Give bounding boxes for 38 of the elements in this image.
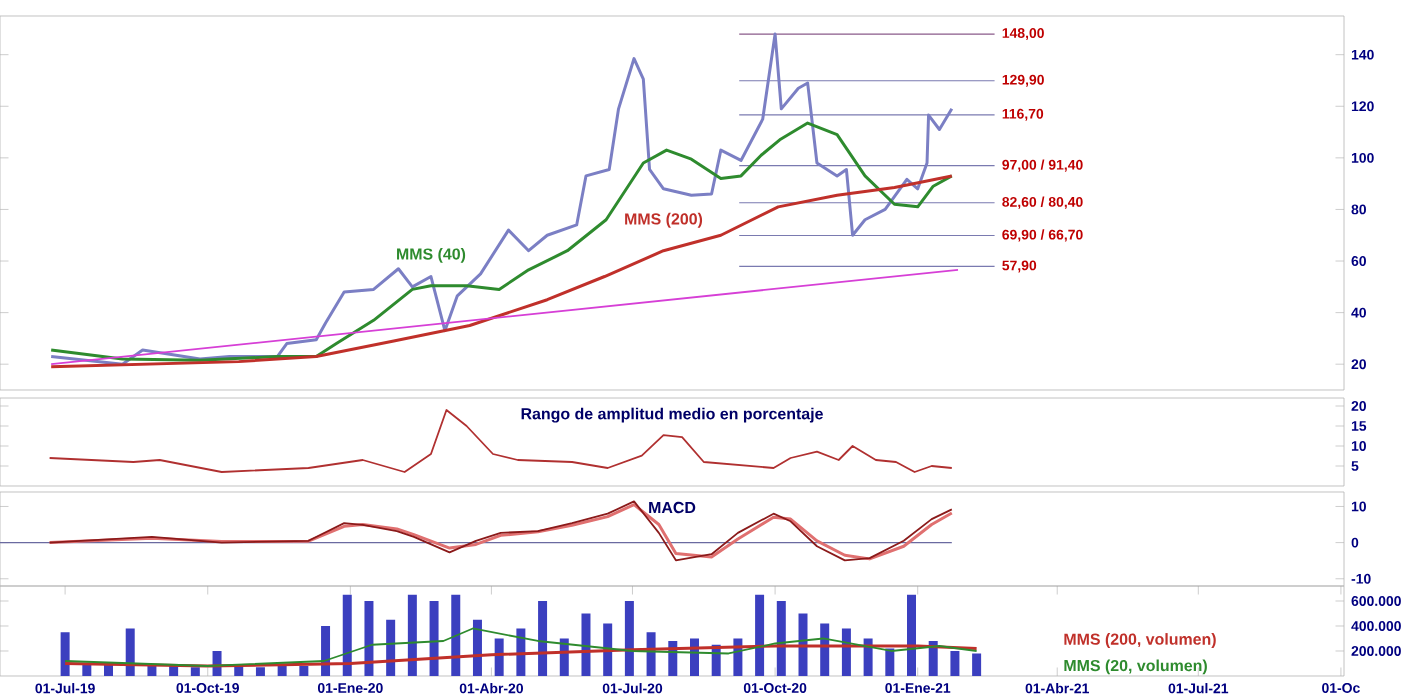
bar <box>429 601 439 676</box>
line-series <box>49 32 954 366</box>
bar <box>798 613 808 676</box>
bar <box>624 601 634 676</box>
bar <box>820 623 830 676</box>
bar <box>972 653 982 676</box>
bar <box>364 601 374 676</box>
bar <box>603 623 613 676</box>
bar <box>885 648 895 676</box>
bar <box>646 632 656 676</box>
bar <box>538 601 548 676</box>
bar <box>386 619 396 676</box>
bar <box>494 638 504 676</box>
bar <box>755 594 765 676</box>
bar <box>255 667 265 676</box>
bar <box>863 638 873 676</box>
bar <box>472 619 482 676</box>
bar <box>928 640 938 676</box>
bar <box>147 665 157 676</box>
line-series <box>64 627 978 667</box>
bar <box>451 594 461 676</box>
bar <box>234 665 244 676</box>
bar <box>516 628 526 676</box>
bar <box>299 665 309 676</box>
bar <box>321 625 331 676</box>
bar <box>950 650 960 676</box>
bar <box>907 594 917 676</box>
bar <box>776 601 786 676</box>
bar <box>407 594 417 676</box>
bar <box>342 594 352 676</box>
line-series <box>63 644 979 668</box>
bar <box>190 667 200 676</box>
bar <box>125 628 135 676</box>
line-series <box>49 174 954 369</box>
bar <box>60 632 70 676</box>
bar <box>581 613 591 676</box>
line-series <box>49 121 954 362</box>
line-series <box>48 409 953 473</box>
